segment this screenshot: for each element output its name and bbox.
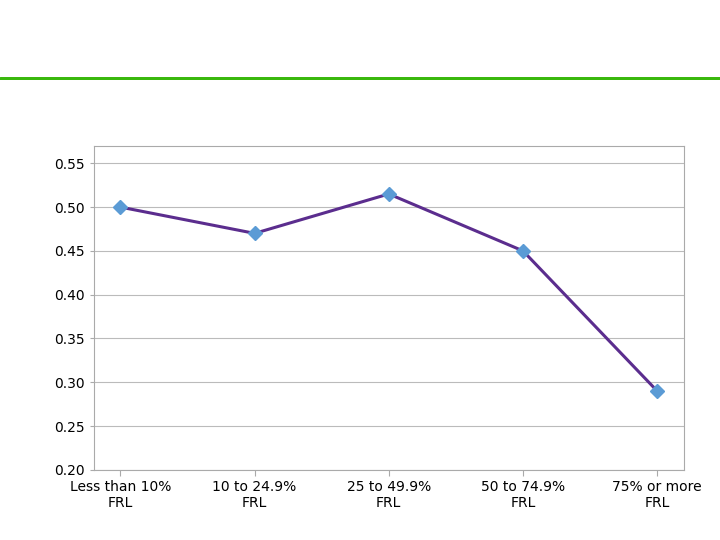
Bar bbox=[0, 78, 720, 79]
Bar bbox=[0, 79, 720, 80]
Bar bbox=[0, 79, 720, 80]
Bar bbox=[0, 78, 720, 79]
Bar bbox=[0, 78, 720, 79]
Bar bbox=[0, 79, 720, 80]
Bar bbox=[0, 79, 720, 80]
Bar bbox=[0, 79, 720, 80]
Bar bbox=[0, 78, 720, 79]
Text: Grade 8 Earth in the Universe:
Average Percent Correct by SES: Grade 8 Earth in the Universe: Average P… bbox=[147, 12, 573, 65]
Bar bbox=[0, 78, 720, 79]
Bar bbox=[0, 78, 720, 79]
Bar bbox=[0, 78, 720, 79]
Bar bbox=[0, 78, 720, 79]
Bar bbox=[0, 79, 720, 80]
Bar bbox=[0, 79, 720, 80]
Bar bbox=[0, 79, 720, 80]
Bar bbox=[0, 79, 720, 80]
Bar bbox=[0, 78, 720, 79]
Bar bbox=[0, 79, 720, 80]
Bar bbox=[0, 78, 720, 79]
Bar bbox=[0, 78, 720, 79]
Bar bbox=[0, 79, 720, 80]
Bar bbox=[0, 79, 720, 80]
Bar bbox=[0, 79, 720, 80]
Bar bbox=[0, 78, 720, 79]
Bar bbox=[0, 78, 720, 79]
Bar bbox=[0, 78, 720, 79]
Bar bbox=[0, 79, 720, 80]
Bar bbox=[0, 78, 720, 79]
Bar bbox=[0, 79, 720, 80]
Bar bbox=[0, 79, 720, 80]
Bar bbox=[0, 79, 720, 80]
Bar bbox=[0, 78, 720, 79]
Bar bbox=[0, 78, 720, 79]
Bar bbox=[0, 78, 720, 79]
Bar bbox=[0, 79, 720, 80]
Bar bbox=[0, 78, 720, 79]
Bar bbox=[0, 79, 720, 80]
Bar bbox=[0, 78, 720, 79]
Bar bbox=[0, 79, 720, 80]
Bar bbox=[0, 79, 720, 80]
Bar bbox=[0, 78, 720, 79]
Bar bbox=[0, 79, 720, 80]
Bar bbox=[0, 79, 720, 80]
Bar bbox=[0, 78, 720, 79]
Bar bbox=[0, 79, 720, 80]
Bar bbox=[0, 78, 720, 79]
Bar bbox=[0, 79, 720, 80]
Bar bbox=[0, 79, 720, 80]
Bar bbox=[0, 78, 720, 79]
Bar bbox=[0, 78, 720, 79]
Bar bbox=[0, 79, 720, 80]
Bar bbox=[0, 79, 720, 80]
Bar bbox=[0, 79, 720, 80]
Bar bbox=[0, 78, 720, 79]
Bar bbox=[0, 79, 720, 80]
Bar bbox=[0, 78, 720, 79]
Bar bbox=[0, 78, 720, 79]
Bar bbox=[0, 79, 720, 80]
Bar bbox=[0, 79, 720, 80]
Bar bbox=[0, 79, 720, 80]
Bar bbox=[0, 78, 720, 79]
Bar bbox=[0, 78, 720, 79]
Bar bbox=[0, 78, 720, 79]
Bar bbox=[0, 79, 720, 80]
